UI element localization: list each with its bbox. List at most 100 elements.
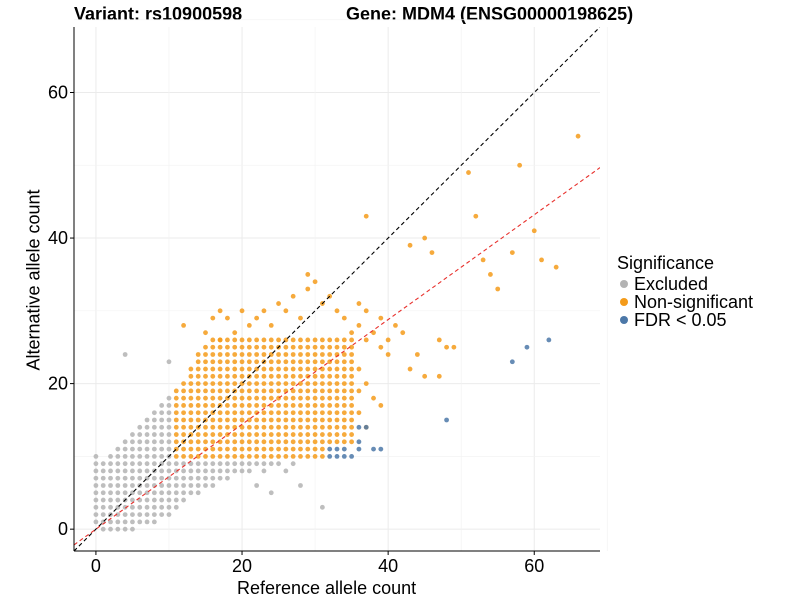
point-excluded [203,468,208,474]
point-non-significant [203,359,208,365]
point-non-significant [225,439,230,445]
point-non-significant [305,344,311,350]
point-non-significant [195,352,201,357]
point-non-significant [363,213,369,219]
point-non-significant [319,344,325,350]
point-non-significant [210,432,216,437]
point-non-significant [181,322,186,328]
point-non-significant [319,424,325,430]
point-non-significant [261,403,267,408]
point-non-significant [268,424,274,430]
point-excluded [115,490,121,496]
point-excluded [122,461,128,467]
point-non-significant [210,344,216,350]
point-non-significant [349,359,355,365]
point-non-significant [290,352,296,357]
point-non-significant [575,133,581,139]
point-excluded [137,432,143,437]
point-excluded [246,461,252,467]
point-non-significant [312,395,318,401]
point-excluded [130,453,135,459]
point-non-significant [290,337,296,343]
point-non-significant [312,432,318,437]
point-excluded [115,468,121,474]
point-non-significant [232,446,238,452]
point-excluded [130,483,135,488]
point-non-significant [283,403,289,408]
point-non-significant [232,352,238,357]
point-non-significant [341,403,347,408]
point-non-significant [188,453,194,459]
point-non-significant [429,250,435,256]
point-non-significant [217,446,223,452]
point-non-significant [195,373,201,379]
point-non-significant [290,439,296,445]
point-non-significant [246,352,252,357]
point-excluded [100,526,106,532]
point-non-significant [268,366,274,372]
point-excluded [115,475,121,481]
point-excluded [166,424,172,430]
point-non-significant [312,279,318,285]
point-non-significant [261,337,267,343]
point-excluded [144,439,150,445]
point-fdr-0-05 [334,446,340,452]
point-excluded [195,461,201,467]
point-non-significant [319,446,325,452]
point-non-significant [298,352,303,357]
point-excluded [115,446,121,452]
point-excluded [210,483,216,488]
point-non-significant [276,403,281,408]
point-non-significant [312,366,318,372]
point-excluded [159,403,165,408]
point-non-significant [349,388,355,394]
point-non-significant [268,446,274,452]
point-non-significant [268,453,274,459]
point-fdr-0-05 [356,439,362,445]
point-excluded [130,512,135,518]
point-excluded [137,468,143,474]
point-non-significant [181,417,186,423]
point-excluded [166,417,172,423]
point-non-significant [225,381,230,387]
point-non-significant [283,395,289,401]
point-excluded [195,468,201,474]
point-non-significant [239,403,245,408]
point-non-significant [254,352,260,357]
point-non-significant [444,344,449,350]
legend-item-excluded: Excluded [617,274,753,294]
point-non-significant [276,453,281,459]
point-non-significant [268,388,274,394]
point-fdr-0-05 [378,446,384,452]
point-non-significant [210,395,216,401]
point-non-significant [261,439,267,445]
point-non-significant [188,388,194,394]
point-non-significant [261,395,267,401]
point-non-significant [327,417,333,423]
point-non-significant [334,366,340,372]
point-non-significant [268,337,274,343]
point-non-significant [225,446,230,452]
point-excluded [122,504,128,510]
point-excluded [166,461,172,467]
point-non-significant [254,359,260,365]
point-non-significant [246,322,252,328]
point-excluded [232,461,238,467]
point-non-significant [181,403,186,408]
point-non-significant [312,453,318,459]
point-non-significant [349,432,355,437]
x-tick-label: 40 [378,556,398,576]
point-non-significant [319,395,325,401]
point-non-significant [217,424,223,430]
point-non-significant [239,366,245,372]
point-non-significant [239,417,245,423]
point-non-significant [319,352,325,357]
point-excluded [100,512,106,518]
point-non-significant [327,410,333,416]
point-non-significant [246,395,252,401]
point-non-significant [312,403,318,408]
point-non-significant [254,446,260,452]
x-tick-label: 20 [232,556,252,576]
point-excluded [203,483,208,488]
point-non-significant [246,403,252,408]
